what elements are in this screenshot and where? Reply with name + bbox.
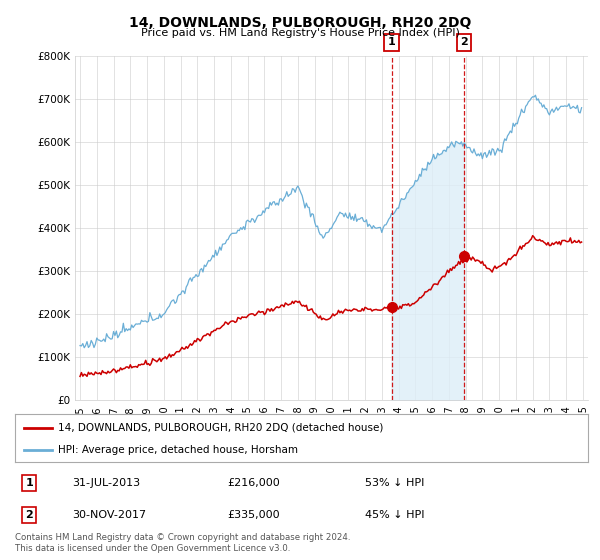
Text: £216,000: £216,000 <box>227 478 280 488</box>
Text: 31-JUL-2013: 31-JUL-2013 <box>73 478 140 488</box>
Text: 2: 2 <box>460 37 468 47</box>
Text: 1: 1 <box>388 37 395 47</box>
Text: 14, DOWNLANDS, PULBOROUGH, RH20 2DQ: 14, DOWNLANDS, PULBOROUGH, RH20 2DQ <box>129 16 471 30</box>
Text: HPI: Average price, detached house, Horsham: HPI: Average price, detached house, Hors… <box>58 445 298 455</box>
Text: Price paid vs. HM Land Registry's House Price Index (HPI): Price paid vs. HM Land Registry's House … <box>140 28 460 38</box>
Text: 1: 1 <box>25 478 33 488</box>
Text: 30-NOV-2017: 30-NOV-2017 <box>73 510 146 520</box>
Text: 2: 2 <box>25 510 33 520</box>
Text: Contains HM Land Registry data © Crown copyright and database right 2024.
This d: Contains HM Land Registry data © Crown c… <box>15 533 350 553</box>
Text: £335,000: £335,000 <box>227 510 280 520</box>
Text: 45% ↓ HPI: 45% ↓ HPI <box>365 510 424 520</box>
Text: 14, DOWNLANDS, PULBOROUGH, RH20 2DQ (detached house): 14, DOWNLANDS, PULBOROUGH, RH20 2DQ (det… <box>58 423 383 433</box>
Text: 53% ↓ HPI: 53% ↓ HPI <box>365 478 424 488</box>
